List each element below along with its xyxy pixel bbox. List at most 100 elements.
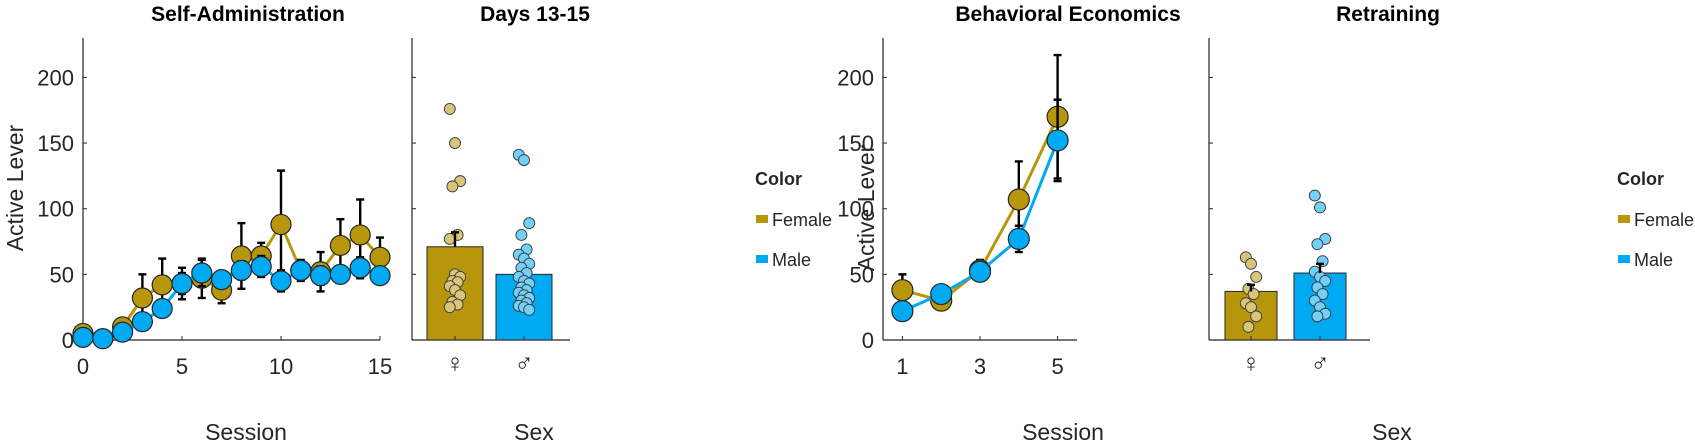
male-data-point [968,260,992,283]
legend-label-female: Female [1634,210,1694,230]
male-data-point [250,255,272,278]
self-administration-panel: Self-Administration Session Active Lever… [2,3,392,444]
legend-swatch-male [756,255,768,263]
y-tick-label: 0 [862,328,874,353]
x-tick-label: 0 [77,354,89,379]
days-13-15-panel: Days 13-15 Sex ♀ ♂ [411,3,590,444]
female-data-point [349,224,371,246]
female-individual-point [1250,271,1263,283]
female-data-point [329,234,351,257]
male-individual-point [515,229,528,241]
panel-title: Behavioral Economics [955,3,1180,26]
legend-title: Color [755,169,802,189]
y-tick-label: 150 [37,131,74,156]
male-individual-point [1316,255,1329,268]
male-data-point [891,300,914,323]
x-axis-label: Sex [514,419,554,444]
x-tick-label: 3 [974,354,986,379]
male-individual-point [523,217,536,230]
male-data-point [290,259,312,282]
female-data-point [270,213,292,236]
male-individual-point [1316,288,1329,300]
y-tick-label: 50 [850,262,874,287]
male-individual-point [1319,274,1332,287]
legend: Color Female Male [1617,169,1694,270]
female-data-point [369,246,391,268]
x-tick-label: 5 [176,354,188,379]
legend-label-male: Male [1634,250,1673,270]
y-tick-label: 100 [37,197,74,222]
male-data-point [369,265,391,287]
legend: Color Female Male [755,169,832,270]
retraining-panel: Retraining Sex ♀ ♂ [1208,3,1440,444]
legend-swatch-female [1618,215,1630,223]
male-data-point [72,326,94,348]
plot-area: ♀ ♂ [411,38,570,378]
female-individual-point [443,102,456,115]
female-data-point [131,287,153,309]
male-data-point [171,272,193,295]
x-tick-label: 10 [269,354,293,379]
male-individual-point [523,303,536,316]
plot-area: 0 50 100 150 200 0 5 10 15 [37,38,392,379]
y-tick-label: 200 [37,65,74,90]
x-tick-label-female: ♀ [1241,348,1261,378]
female-individual-point [446,180,459,193]
y-tick-label: 100 [837,197,874,222]
male-data-point [1007,227,1030,250]
legend-swatch-male [1618,255,1630,263]
male-data-point [270,270,292,292]
male-data-point [930,282,953,306]
x-axis-label: Session [205,419,287,444]
female-individual-point [1250,310,1263,323]
y-axis-label: Active Lever [2,124,28,251]
female-individual-point [1247,288,1260,300]
female-individual-point [443,232,456,245]
female-individual-point [1245,301,1257,314]
male-data-point [329,263,351,285]
male-data-point [111,321,134,343]
x-tick-label-female: ♀ [445,348,465,378]
male-individual-point [1308,189,1321,202]
legend-label-female: Female [772,210,832,230]
male-individual-point [1311,310,1324,323]
male-individual-point [518,154,530,167]
female-individual-point [1242,320,1255,333]
female-individual-point [449,137,461,149]
x-tick-label-male: ♂ [514,348,534,378]
male-data-point [349,257,371,279]
female-data-point [891,279,914,302]
legend-label-male: Male [772,250,811,270]
y-axis-label: Active Lever [853,144,879,271]
behavioral-economics-panel: Behavioral Economics Session Active Leve… [837,3,1180,444]
female-individual-point [443,301,456,314]
panel-title: Self-Administration [151,3,345,26]
y-tick-label: 50 [50,262,74,287]
panel-title: Days 13-15 [480,3,590,26]
y-tick-label: 150 [837,131,874,156]
male-individual-point [1314,201,1326,214]
x-tick-label-male: ♂ [1310,348,1330,378]
plot-area: ♀ ♂ [1208,38,1370,378]
panel-title: Retraining [1336,3,1440,26]
male-data-point [230,259,252,282]
male-data-point [151,297,173,320]
female-individual-point [1245,257,1257,270]
plot-area: 0 50 100 150 200 1 3 5 [837,38,1077,379]
x-tick-label: 1 [896,354,908,379]
legend-swatch-female [756,215,768,223]
male-data-point [131,311,153,333]
male-data-point [191,262,213,284]
y-tick-label: 0 [62,328,74,353]
male-data-point [310,265,332,287]
female-data-point [1007,188,1030,211]
x-tick-label: 15 [368,354,392,379]
y-tick-label: 200 [837,65,874,90]
male-data-point [211,269,233,291]
legend-title: Color [1617,169,1664,189]
x-axis-label: Session [1022,419,1104,444]
x-axis-label: Sex [1372,419,1412,444]
male-data-point [92,328,114,350]
male-data-point [1046,129,1069,152]
